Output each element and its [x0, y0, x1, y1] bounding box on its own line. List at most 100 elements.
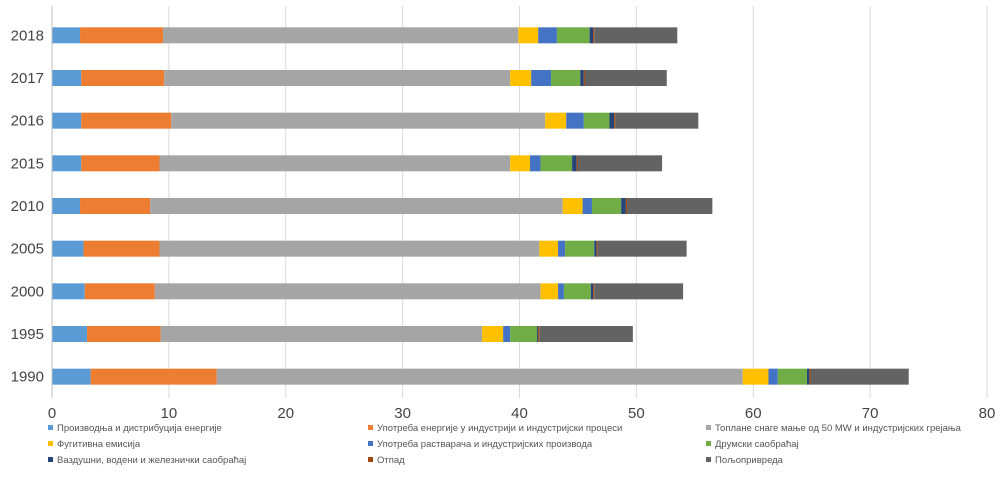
- x-tick-label: 70: [862, 405, 879, 422]
- bar-1995-series-4: [503, 326, 511, 342]
- bar-2015-series-7: [576, 155, 578, 172]
- legend-label-4: Употреба растварача и индустријских прои…: [377, 439, 593, 450]
- bar-2000-series-3: [540, 283, 559, 300]
- bar-2017-series-3: [510, 70, 532, 86]
- bar-2005-series-3: [539, 240, 559, 257]
- bar-2018-series-1: [80, 27, 164, 44]
- bar-2010-series-3: [562, 198, 583, 214]
- bar-2000-series-8: [594, 283, 684, 300]
- bar-2016-series-0: [52, 112, 82, 129]
- bar-2018-series-3: [518, 27, 539, 44]
- bars: [52, 27, 909, 385]
- bar-2010-series-4: [582, 198, 592, 214]
- bar-2000-series-4: [558, 283, 564, 300]
- x-tick-label: 80: [979, 405, 996, 422]
- bar-2017-series-5: [551, 70, 581, 86]
- x-tick-label: 50: [628, 405, 645, 422]
- x-tick-label: 40: [511, 405, 528, 422]
- bar-2018-series-6: [589, 27, 594, 44]
- legend-swatch-2: [706, 425, 711, 430]
- x-tick-label: 30: [394, 405, 411, 422]
- bar-2018-series-2: [163, 27, 519, 44]
- category-label-2018: 2018: [11, 27, 44, 44]
- x-tick-label: 20: [277, 405, 294, 422]
- bar-2000-series-0: [52, 283, 85, 300]
- bar-2016-series-4: [566, 112, 584, 129]
- bar-2016-series-1: [81, 112, 172, 129]
- category-label-1990: 1990: [11, 369, 44, 386]
- bar-2017-series-1: [81, 70, 165, 86]
- bar-2005-series-0: [52, 240, 84, 257]
- bar-1990-series-8: [810, 368, 909, 385]
- legend-label-8: Пољопривреда: [715, 455, 784, 466]
- bar-1995-series-3: [482, 326, 504, 342]
- category-label-2010: 2010: [11, 198, 44, 215]
- legend-label-2: Топлане снаге мање од 50 MW и индустријс…: [715, 423, 962, 434]
- bar-2010-series-1: [80, 198, 151, 214]
- bar-2000-series-7: [593, 283, 595, 300]
- bar-2005-series-2: [159, 240, 540, 257]
- bar-2005-series-6: [594, 240, 597, 257]
- legend-swatch-5: [706, 441, 711, 446]
- category-labels: 1990 1995 2000 2005 2010 2015 2016 2017 2018: [11, 27, 44, 385]
- bar-1990-series-2: [216, 368, 743, 385]
- bar-2010-series-5: [591, 198, 622, 214]
- category-label-1995: 1995: [11, 326, 44, 343]
- bar-2015-series-1: [81, 155, 160, 172]
- bar-1990-series-4: [768, 368, 778, 385]
- legend-label-5: Друмски саобраћај: [715, 439, 799, 450]
- bar-2015-series-8: [577, 155, 663, 172]
- bar-2000-series-2: [154, 283, 541, 300]
- legend-label-1: Употреба енергије у индустрији и индустр…: [377, 423, 622, 434]
- category-label-2000: 2000: [11, 283, 44, 300]
- bar-2010-series-0: [52, 198, 81, 214]
- bar-2018-series-5: [556, 27, 590, 44]
- bar-2005-series-1: [83, 240, 160, 257]
- bar-2017-series-4: [531, 70, 552, 86]
- bar-2010-series-7: [625, 198, 628, 214]
- bar-1995-series-2: [160, 326, 483, 342]
- bar-2018-series-4: [538, 27, 557, 44]
- category-label-2016: 2016: [11, 113, 44, 130]
- bar-1995-series-8: [539, 326, 633, 342]
- bar-2016-series-7: [614, 112, 616, 129]
- bar-1995-series-5: [510, 326, 538, 342]
- bar-1990-series-3: [742, 368, 769, 385]
- bar-2005-series-5: [565, 240, 595, 257]
- bar-2010-series-6: [621, 198, 626, 214]
- legend-label-3: Фугитивна емисија: [57, 439, 141, 450]
- legend-swatch-6: [48, 457, 53, 462]
- bar-2016-series-2: [171, 112, 546, 129]
- legend-swatch-7: [368, 457, 373, 462]
- legend-swatch-3: [48, 441, 53, 446]
- bar-1995-series-1: [87, 326, 161, 342]
- bar-1995-series-6: [537, 326, 539, 342]
- category-label-2015: 2015: [11, 155, 44, 172]
- bar-1990-series-6: [807, 368, 810, 385]
- bar-2017-series-2: [164, 70, 511, 86]
- bar-2016-series-3: [545, 112, 567, 129]
- bar-2018-series-8: [594, 27, 678, 44]
- bar-2017-series-6: [580, 70, 584, 86]
- bar-2015-series-0: [52, 155, 82, 172]
- bar-2005-series-4: [558, 240, 566, 257]
- bar-2015-series-4: [530, 155, 541, 172]
- bar-1990-series-7: [809, 368, 811, 385]
- bar-2005-series-8: [597, 240, 687, 257]
- legend-swatch-1: [368, 425, 373, 430]
- legend-swatch-0: [48, 425, 53, 430]
- bar-1990-series-5: [777, 368, 808, 385]
- bar-2018-series-7: [593, 27, 595, 44]
- bar-1990-series-0: [52, 368, 91, 385]
- bar-1995-series-0: [52, 326, 88, 342]
- category-label-2005: 2005: [11, 241, 44, 258]
- legend: Производња и дистрибуција енергије Употре…: [48, 423, 962, 466]
- bar-2017-series-0: [52, 70, 82, 86]
- bar-2015-series-5: [540, 155, 573, 172]
- bar-2018-series-0: [52, 27, 81, 44]
- bar-2016-series-8: [615, 112, 699, 129]
- bar-2000-series-5: [563, 283, 591, 300]
- bar-2016-series-6: [609, 112, 615, 129]
- x-tick-label: 0: [48, 405, 56, 422]
